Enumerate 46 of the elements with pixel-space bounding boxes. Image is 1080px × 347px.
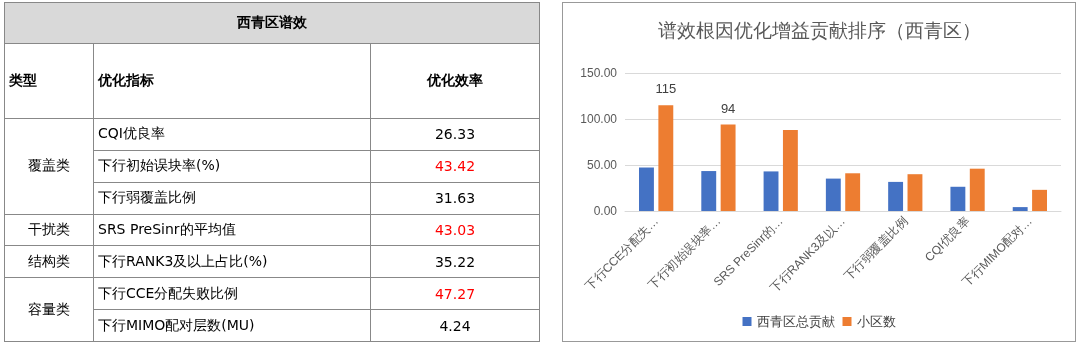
text: 43.42: [370, 150, 540, 183]
bar: [720, 124, 736, 211]
y-tick-label: 0.00: [593, 204, 618, 218]
data-label: 94: [720, 100, 736, 116]
y-tick-label: 100.00: [580, 112, 618, 126]
text: CQI优良率: [93, 118, 371, 151]
text: 类型: [4, 43, 94, 119]
text: 覆盖类: [4, 118, 94, 215]
text: 容量类: [4, 277, 94, 342]
text: 下行弱覆盖比例: [93, 182, 371, 215]
y-tick-label: 150.00: [580, 66, 618, 80]
legend-label: 西青区总贡献: [756, 314, 835, 329]
bar: [1012, 207, 1028, 211]
bar: [969, 168, 985, 211]
data-label: 115: [655, 81, 677, 97]
text: 35.22: [370, 245, 540, 278]
bar: [907, 174, 923, 211]
text: 优化效率: [370, 43, 540, 119]
text: 下行CCE分配失败比例: [93, 277, 371, 310]
text: 47.27: [370, 277, 540, 310]
y-tick-label: 50.00: [586, 158, 618, 172]
bar: [1032, 189, 1047, 211]
text: 干扰类: [4, 214, 94, 246]
bar: [845, 173, 861, 211]
bar: [950, 186, 966, 211]
text: 26.33: [370, 118, 540, 151]
bar: [701, 171, 717, 211]
text: 下行RANK3及以上占比(%): [93, 245, 371, 278]
text: 西青区谱效: [4, 2, 540, 44]
text: 结构类: [4, 245, 94, 278]
text: 43.03: [370, 214, 540, 246]
text: 优化指标: [93, 43, 371, 119]
text: 下行MIMO配对层数(MU): [93, 309, 371, 342]
x-tick-label: CQI优良率: [922, 214, 973, 265]
bar: [763, 171, 779, 211]
text: 31.63: [370, 182, 540, 215]
bar: [658, 105, 674, 211]
bar: [825, 178, 841, 211]
legend-label: 小区数: [856, 314, 896, 329]
chart-title: 谱效根因优化增益贡献排序（西青区）: [657, 18, 981, 41]
text: SRS PreSinr的平均值: [93, 214, 371, 246]
text: 下行初始误块率(%): [93, 150, 371, 183]
bar: [782, 130, 798, 211]
bar: [888, 181, 904, 211]
text: 4.24: [370, 309, 540, 342]
bar: [639, 167, 654, 211]
